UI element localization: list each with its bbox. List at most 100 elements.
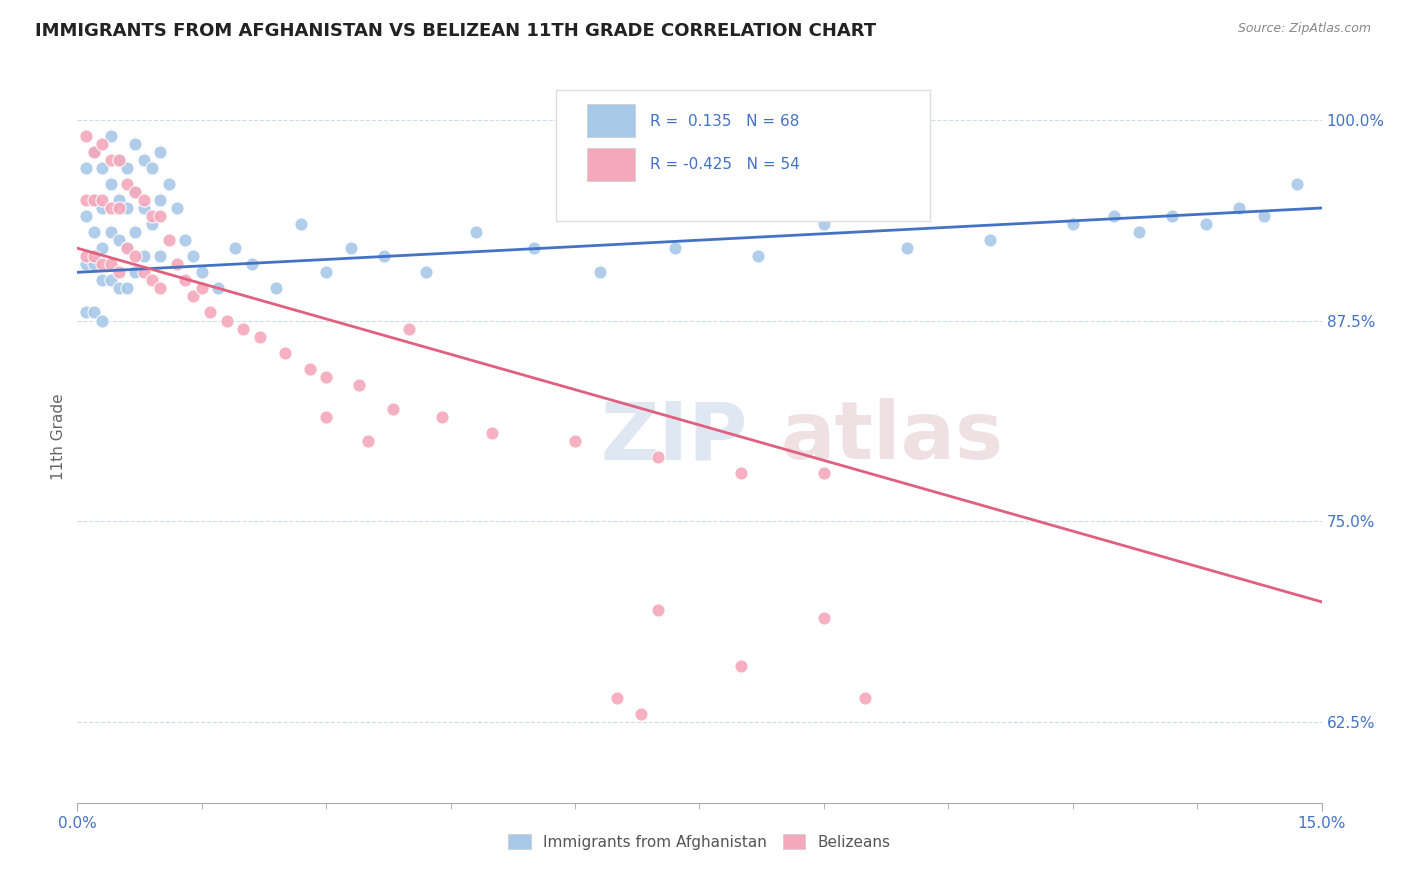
Point: [174, 233, 197, 247]
Point: [647, 450, 669, 465]
Point: [91, 193, 114, 207]
Point: [298, 361, 321, 376]
Point: [1227, 201, 1250, 215]
Point: [166, 201, 188, 215]
Point: [124, 225, 146, 239]
Point: [75, 257, 97, 271]
Point: [132, 201, 155, 215]
Point: [100, 177, 122, 191]
Point: [381, 401, 404, 416]
Point: [979, 233, 1001, 247]
Point: [1102, 209, 1125, 223]
Point: [1062, 217, 1084, 231]
Point: [75, 128, 97, 143]
Point: [91, 257, 114, 271]
Point: [124, 249, 146, 263]
Point: [166, 257, 188, 271]
Point: [124, 185, 146, 199]
Point: [100, 257, 122, 271]
Text: R =  0.135   N = 68: R = 0.135 N = 68: [650, 113, 799, 128]
Point: [83, 193, 105, 207]
Point: [157, 233, 180, 247]
Point: [141, 161, 163, 175]
Point: [813, 467, 835, 481]
Point: [100, 201, 122, 215]
Point: [606, 691, 628, 706]
Point: [630, 707, 652, 722]
Point: [896, 241, 918, 255]
Point: [75, 161, 97, 175]
Point: [564, 434, 586, 449]
Point: [1161, 209, 1184, 223]
Point: [124, 265, 146, 279]
Point: [83, 257, 105, 271]
Point: [149, 209, 172, 223]
Point: [91, 201, 114, 215]
Point: [149, 145, 172, 159]
Text: Source: ZipAtlas.com: Source: ZipAtlas.com: [1237, 22, 1371, 36]
Point: [730, 467, 752, 481]
Point: [149, 249, 172, 263]
Point: [75, 193, 97, 207]
Point: [174, 273, 197, 287]
Point: [107, 153, 129, 167]
Point: [432, 409, 454, 424]
Point: [91, 161, 114, 175]
Text: atlas: atlas: [780, 398, 1004, 476]
Point: [357, 434, 380, 449]
Point: [141, 217, 163, 231]
Point: [124, 185, 146, 199]
Point: [132, 193, 155, 207]
Point: [132, 153, 155, 167]
Y-axis label: 11th Grade: 11th Grade: [51, 393, 66, 481]
FancyBboxPatch shape: [557, 90, 929, 221]
Point: [149, 281, 172, 295]
Point: [107, 193, 129, 207]
Point: [315, 265, 337, 279]
Text: IMMIGRANTS FROM AFGHANISTAN VS BELIZEAN 11TH GRADE CORRELATION CHART: IMMIGRANTS FROM AFGHANISTAN VS BELIZEAN …: [35, 22, 876, 40]
Point: [83, 145, 105, 159]
Point: [75, 305, 97, 319]
Point: [132, 265, 155, 279]
Point: [1128, 225, 1150, 239]
Point: [464, 225, 486, 239]
Point: [91, 313, 114, 327]
Point: [249, 329, 271, 343]
Point: [240, 257, 263, 271]
Point: [83, 305, 105, 319]
Point: [91, 241, 114, 255]
Point: [183, 289, 205, 303]
Point: [141, 273, 163, 287]
Point: [415, 265, 437, 279]
Point: [124, 136, 146, 151]
Point: [190, 265, 214, 279]
Point: [349, 377, 371, 392]
Point: [215, 313, 238, 327]
FancyBboxPatch shape: [588, 104, 634, 137]
Point: [398, 321, 420, 335]
Point: [207, 281, 229, 295]
Point: [373, 249, 395, 263]
Point: [315, 369, 337, 384]
Point: [589, 265, 612, 279]
Point: [1285, 177, 1308, 191]
Point: [115, 241, 138, 255]
Point: [100, 128, 122, 143]
Point: [730, 659, 752, 673]
FancyBboxPatch shape: [588, 148, 634, 181]
Point: [190, 281, 214, 295]
Point: [75, 249, 97, 263]
Point: [232, 321, 254, 335]
Point: [315, 409, 337, 424]
Text: R = -0.425   N = 54: R = -0.425 N = 54: [650, 158, 800, 172]
Point: [91, 136, 114, 151]
Point: [157, 177, 180, 191]
Legend: Immigrants from Afghanistan, Belizeans: Immigrants from Afghanistan, Belizeans: [501, 826, 898, 857]
Point: [647, 603, 669, 617]
Point: [141, 209, 163, 223]
Point: [132, 249, 155, 263]
Point: [273, 345, 295, 359]
Point: [83, 249, 105, 263]
Point: [100, 273, 122, 287]
Point: [107, 281, 129, 295]
